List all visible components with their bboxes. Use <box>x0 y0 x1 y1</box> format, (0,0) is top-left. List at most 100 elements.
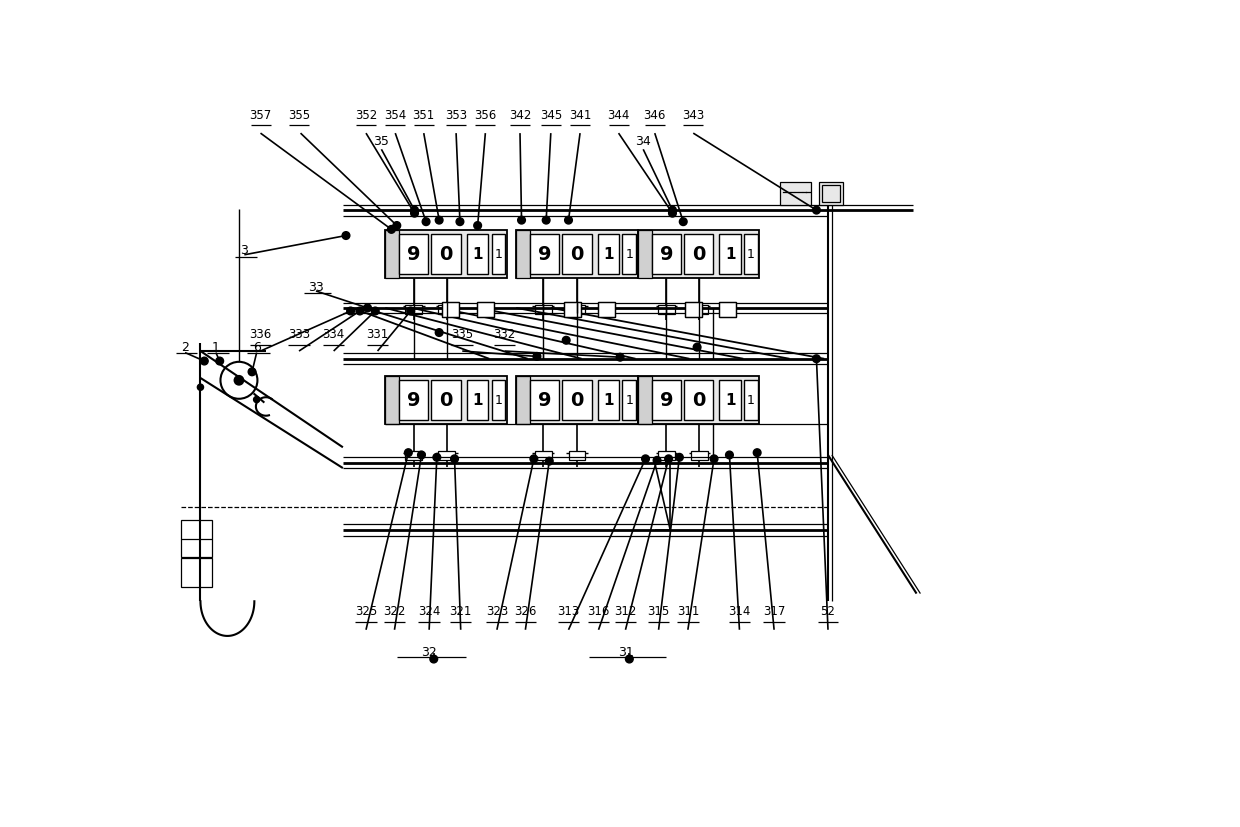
Circle shape <box>201 357 208 365</box>
Text: 342: 342 <box>508 108 531 122</box>
Circle shape <box>422 218 430 226</box>
Bar <box>598 302 615 317</box>
Bar <box>405 452 422 461</box>
Circle shape <box>546 457 553 465</box>
Bar <box>691 305 708 314</box>
Bar <box>477 302 494 317</box>
Bar <box>491 380 506 420</box>
Text: 332: 332 <box>494 328 516 341</box>
Text: 31: 31 <box>619 647 634 659</box>
Bar <box>386 230 399 278</box>
Circle shape <box>625 655 634 663</box>
Bar <box>637 376 652 424</box>
Text: 324: 324 <box>418 605 440 619</box>
Bar <box>598 302 615 317</box>
Circle shape <box>529 455 538 462</box>
Bar <box>516 230 529 278</box>
Text: 1: 1 <box>495 247 502 261</box>
Bar <box>658 305 675 314</box>
Bar <box>691 452 708 461</box>
Text: 321: 321 <box>450 605 472 619</box>
Circle shape <box>641 455 650 462</box>
Bar <box>432 234 461 274</box>
Circle shape <box>233 375 244 385</box>
Circle shape <box>693 343 701 351</box>
Bar <box>516 230 637 278</box>
Circle shape <box>563 337 570 344</box>
Circle shape <box>450 455 459 462</box>
Bar <box>822 184 841 202</box>
Bar <box>443 302 459 317</box>
Bar <box>719 234 742 274</box>
Circle shape <box>533 352 541 361</box>
Text: 317: 317 <box>763 605 785 619</box>
Circle shape <box>430 655 438 663</box>
Text: 355: 355 <box>288 108 310 122</box>
Circle shape <box>564 217 573 224</box>
Text: 9: 9 <box>407 391 420 410</box>
Text: 335: 335 <box>451 328 474 341</box>
Bar <box>564 302 580 317</box>
Bar <box>564 302 580 317</box>
Bar <box>386 376 399 424</box>
Circle shape <box>433 453 440 461</box>
Text: 325: 325 <box>355 605 377 619</box>
Text: 35: 35 <box>373 135 389 148</box>
Text: 52: 52 <box>821 605 836 619</box>
Circle shape <box>711 455 718 462</box>
Circle shape <box>435 217 443 224</box>
Circle shape <box>404 449 412 457</box>
Text: 9: 9 <box>538 391 552 410</box>
Text: 9: 9 <box>660 391 673 410</box>
Circle shape <box>372 307 379 315</box>
Text: 311: 311 <box>677 605 699 619</box>
Bar <box>467 234 489 274</box>
Text: 351: 351 <box>413 108 435 122</box>
Circle shape <box>197 384 203 390</box>
Text: 1: 1 <box>725 393 735 408</box>
Bar <box>563 234 591 274</box>
Text: 314: 314 <box>728 605 750 619</box>
Bar <box>637 230 759 278</box>
Bar <box>467 380 489 420</box>
Text: 336: 336 <box>249 328 272 341</box>
Bar <box>622 380 636 420</box>
Bar <box>658 452 675 461</box>
Text: 315: 315 <box>647 605 670 619</box>
Circle shape <box>676 453 683 461</box>
Bar <box>598 234 619 274</box>
Text: 345: 345 <box>539 108 562 122</box>
Bar <box>568 452 585 461</box>
Bar <box>684 380 713 420</box>
Bar <box>719 380 742 420</box>
Circle shape <box>410 209 418 217</box>
Bar <box>439 305 455 314</box>
Text: 343: 343 <box>682 108 704 122</box>
Circle shape <box>356 307 363 315</box>
Text: 353: 353 <box>445 108 467 122</box>
Circle shape <box>542 217 551 224</box>
Text: 313: 313 <box>558 605 579 619</box>
Circle shape <box>342 232 350 239</box>
Circle shape <box>812 355 821 362</box>
Circle shape <box>418 452 425 459</box>
Text: 1: 1 <box>725 246 735 261</box>
Circle shape <box>653 457 661 464</box>
Text: 0: 0 <box>570 245 584 264</box>
Bar <box>181 558 212 587</box>
Bar <box>432 380 461 420</box>
Circle shape <box>680 218 687 226</box>
Circle shape <box>393 222 401 229</box>
Bar <box>399 234 428 274</box>
Circle shape <box>665 455 672 462</box>
Text: 2: 2 <box>181 341 188 354</box>
Bar <box>534 452 552 461</box>
Text: 1: 1 <box>625 394 634 407</box>
Text: 0: 0 <box>439 245 453 264</box>
Text: 1: 1 <box>604 246 614 261</box>
Bar <box>386 376 507 424</box>
Circle shape <box>517 217 526 224</box>
Text: 0: 0 <box>439 391 453 410</box>
Circle shape <box>216 357 223 365</box>
Text: 333: 333 <box>288 328 310 341</box>
